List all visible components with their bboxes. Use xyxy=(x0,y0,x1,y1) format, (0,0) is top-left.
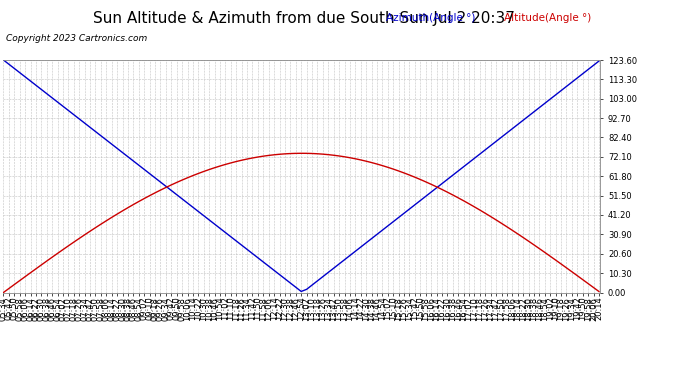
Text: Azimuth(Angle °): Azimuth(Angle °) xyxy=(386,13,476,23)
Text: Sun Altitude & Azimuth from due South Sun Jul 2 20:37: Sun Altitude & Azimuth from due South Su… xyxy=(92,11,515,26)
Text: Altitude(Angle °): Altitude(Angle °) xyxy=(504,13,591,23)
Text: Copyright 2023 Cartronics.com: Copyright 2023 Cartronics.com xyxy=(6,34,147,43)
